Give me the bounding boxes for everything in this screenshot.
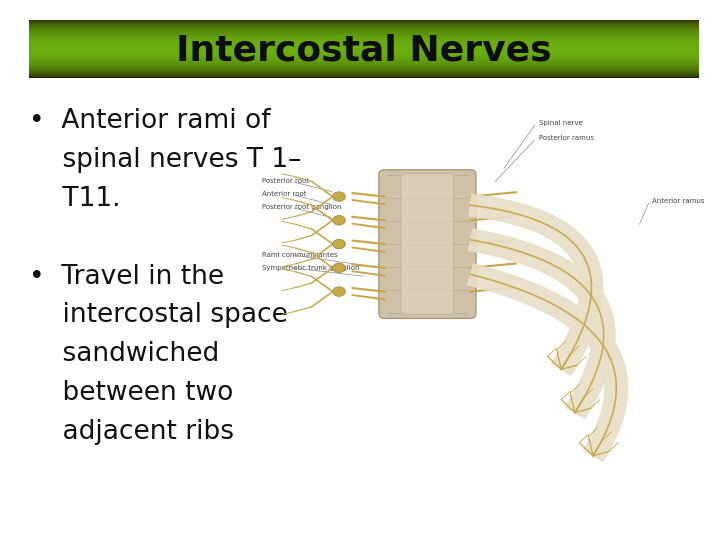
Ellipse shape	[333, 263, 346, 273]
Text: adjacent ribs: adjacent ribs	[29, 419, 234, 445]
Text: •  Anterior rami of: • Anterior rami of	[29, 108, 271, 134]
Polygon shape	[469, 229, 615, 418]
Text: Anterior ramus: Anterior ramus	[652, 198, 704, 204]
Ellipse shape	[333, 215, 346, 225]
Polygon shape	[467, 264, 628, 461]
Ellipse shape	[333, 287, 346, 296]
Ellipse shape	[333, 239, 346, 249]
FancyBboxPatch shape	[401, 174, 454, 314]
Text: Rami communicantes: Rami communicantes	[262, 252, 338, 258]
Ellipse shape	[333, 192, 346, 201]
FancyBboxPatch shape	[379, 170, 476, 319]
Text: spinal nerves T 1–: spinal nerves T 1–	[29, 147, 301, 173]
Text: sandwiched: sandwiched	[29, 341, 219, 367]
Text: Sympathetic trunk ganglion: Sympathetic trunk ganglion	[262, 265, 359, 271]
Text: Anterior root: Anterior root	[262, 191, 307, 198]
Text: T11.: T11.	[29, 186, 120, 212]
Polygon shape	[469, 194, 603, 375]
Text: Posterior root ganglion: Posterior root ganglion	[262, 204, 341, 211]
Text: •  Travel in the: • Travel in the	[29, 264, 224, 289]
Text: Spinal nerve: Spinal nerve	[539, 120, 582, 126]
Text: intercostal space: intercostal space	[29, 302, 288, 328]
Text: between two: between two	[29, 380, 233, 406]
Text: Intercostal Nerves: Intercostal Nerves	[176, 34, 552, 68]
Text: Posterior root: Posterior root	[262, 178, 309, 185]
Text: Posterior ramus: Posterior ramus	[539, 135, 593, 141]
